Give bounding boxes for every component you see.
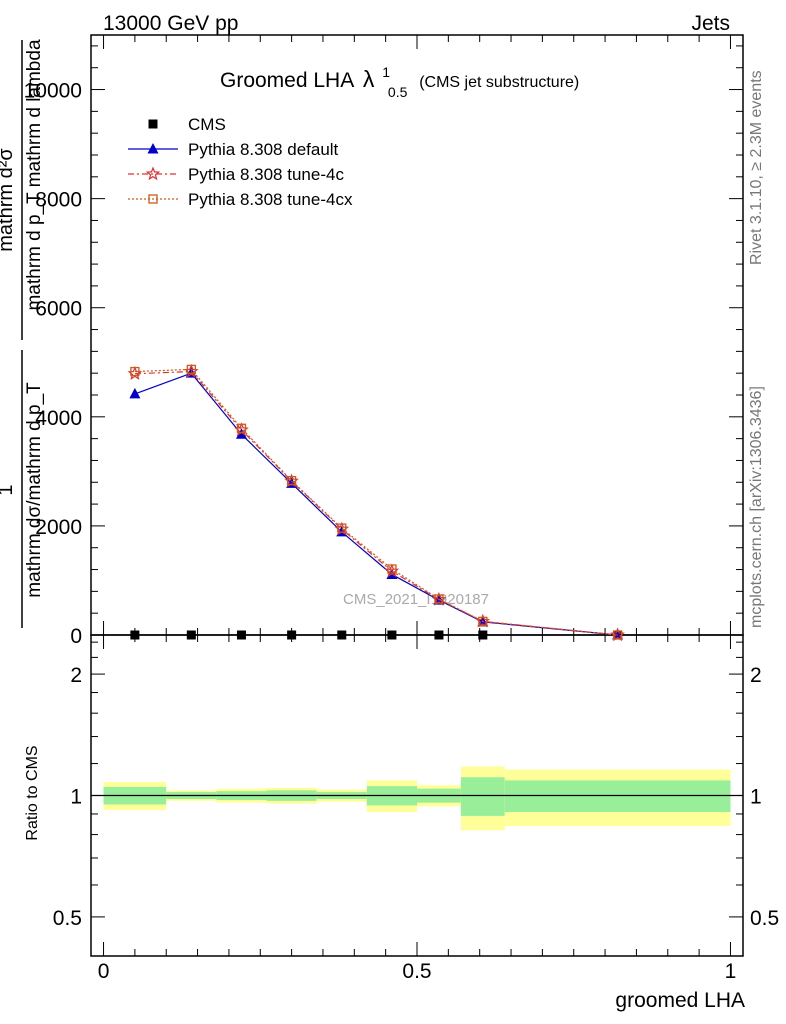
data-point-pythia-8-308-tune-4cx	[236, 423, 247, 433]
xtick-label: 0	[98, 960, 110, 983]
main-ytick-label: 6000	[35, 298, 82, 321]
data-point-cms	[478, 630, 488, 640]
plot-title-extra: (CMS jet substructure)	[419, 74, 579, 91]
main-ytick-label: 2000	[35, 516, 82, 539]
header-category: Jets	[691, 12, 730, 35]
plot-title-sup: 1	[382, 64, 390, 80]
ylabel-main: 1 mathrm dσ/mathrm d p_T mathrm d²σ math…	[0, 39, 45, 628]
ylabel-num1: 1	[0, 484, 17, 495]
data-point-pythia-8-308-tune-4cx	[337, 523, 347, 533]
data-point-pythia-8-308-default	[235, 428, 247, 439]
ratio-ytick-label-right: 0.5	[750, 907, 779, 930]
data-point-pythia-8-308-tune-4cx	[286, 475, 297, 486]
analysis-watermark: CMS_2021_I1920187	[343, 591, 489, 608]
source-label: mcplots.cern.ch [arXiv:1306.3436]	[748, 386, 765, 628]
main-ytick-label: 8000	[35, 189, 82, 212]
legend-label: Pythia 8.308 tune-4cx	[188, 190, 353, 209]
ylabel-den2: mathrm d p_T mathrm d lambda	[24, 39, 45, 310]
legend-marker	[148, 119, 158, 129]
data-point-pythia-8-308-tune-4cx	[130, 366, 140, 377]
ratio-ytick-label-right: 1	[750, 786, 762, 809]
header-energy: 13000 GeV pp	[103, 12, 238, 35]
main-ticks: 0 2000 4000 6000 8000 10000	[24, 45, 743, 648]
ratio-ytick-label: 2	[70, 664, 82, 687]
ylabel-ratio: Ratio to CMS	[24, 745, 41, 840]
ylabel-num2: mathrm d²σ	[0, 148, 17, 252]
legend: CMS Pythia 8.308 default Pythia 8.308 tune…	[128, 115, 353, 209]
series-line-pythia-8-308-tune-4cx	[134, 368, 618, 636]
ratio-ytick-label-right: 2	[750, 664, 762, 687]
data-point-pythia-8-308-default	[129, 387, 141, 399]
plot-title-symbol: λ	[363, 66, 375, 92]
ylabel-den1: mathrm dσ/mathrm d p_T	[24, 382, 45, 598]
legend-marker	[147, 143, 159, 154]
ratio-ytick-label: 1	[70, 786, 82, 809]
legend-label: Pythia 8.308 tune-4c	[188, 165, 344, 184]
data-point-pythia-8-308-tune-4cx	[612, 630, 623, 640]
plot-title-main: Groomed LHA	[220, 69, 354, 92]
data-point-cms	[186, 630, 196, 640]
main-ytick-label: 10000	[24, 80, 82, 103]
legend-label: Pythia 8.308 default	[188, 140, 339, 159]
ratio-band-inner	[504, 780, 731, 813]
legend-marker	[148, 194, 158, 204]
data-point-pythia-8-308-tune-4cx	[434, 594, 444, 604]
rivet-label: Rivet 3.1.10, ≥ 2.3M events	[748, 70, 765, 265]
data-point-cms	[387, 630, 397, 640]
ratio-ticks: 0.5 0.5 1 1 2 2	[53, 641, 779, 957]
data-point-cms	[287, 630, 297, 640]
data-point-cms	[130, 630, 140, 640]
xlabel: groomed LHA	[615, 989, 745, 1012]
main-ytick-label: 0	[70, 625, 82, 648]
xtick-label: 1	[725, 960, 737, 983]
plot-title-sub: 0.5	[388, 84, 408, 100]
legend-label: CMS	[188, 115, 226, 134]
data-point-pythia-8-308-tune-4cx	[478, 616, 488, 627]
data-point-pythia-8-308-tune-4cx	[387, 564, 397, 574]
data-point-cms	[434, 630, 444, 640]
plot-title: Groomed LHA λ 1 0.5 (CMS jet substructur…	[220, 59, 579, 102]
data-point-cms	[337, 630, 347, 640]
series-layer	[127, 363, 625, 642]
legend-marker	[145, 166, 161, 181]
main-ytick-label: 4000	[35, 407, 82, 430]
ratio-ytick-label: 0.5	[53, 907, 82, 930]
data-point-cms	[236, 630, 246, 640]
ratio-band-inner	[460, 777, 505, 816]
xtick-label: 0.5	[402, 960, 431, 983]
ratio-bands	[103, 766, 731, 831]
data-point-pythia-8-308-tune-4cx	[186, 364, 196, 375]
